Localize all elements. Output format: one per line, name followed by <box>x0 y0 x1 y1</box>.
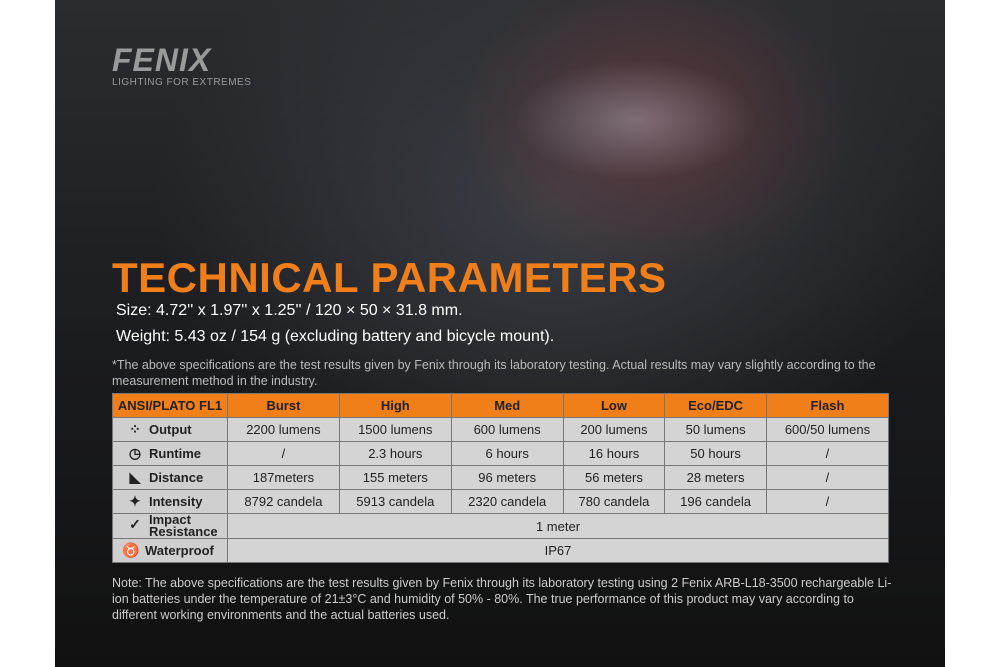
disclaimer: *The above specifications are the test r… <box>112 358 876 388</box>
weight-spec: Weight: 5.43 oz / 154 g (excluding batte… <box>116 328 555 345</box>
table-cell: 50 hours <box>664 441 767 466</box>
table-row-output: ⁘ Output 2200 lumens 1500 lumens 600 lumens 2… <box>112 417 890 442</box>
clock-icon: ◷ <box>128 445 142 461</box>
table-cell: IP67 <box>227 538 889 563</box>
table-cell: / <box>227 441 340 466</box>
table-cell: 2.3 hours <box>338 441 452 466</box>
table-cell: 96 meters <box>450 465 564 490</box>
table-row-distance: ◣ Distance 187meters 155 meters 96 meters 56 … <box>112 465 890 490</box>
table-row-runtime: ◷ Runtime/2.3 hours 6 hours 16 hours 50 hour… <box>112 441 890 466</box>
header-cell: Eco/EDC <box>664 393 767 418</box>
table-cell: 155 meters <box>338 465 452 490</box>
water-splash-icon: ♉ <box>122 542 140 558</box>
spec-table: ANSI/PLATO FL1 Burst High Med Low Eco/ED… <box>112 393 890 563</box>
table-cell: 5913 candela <box>338 489 452 514</box>
table-row-waterproof: ♉ Waterproof IP67 <box>112 538 889 563</box>
table-cell: 8792 candela <box>227 489 340 514</box>
table-cell: / <box>765 489 890 514</box>
table-cell: 600/50 lumens <box>765 417 890 442</box>
header-cell: Low <box>562 393 666 418</box>
header-cell: ANSI/PLATO FL1 <box>112 393 228 418</box>
fenix-logo: FENIX LIGHTING FOR EXTREMES <box>112 42 252 88</box>
footnote: Note: The above specifications are the t… <box>112 576 892 622</box>
header-cell: High <box>338 393 452 418</box>
table-header-row: ANSI/PLATO FL1 Burst High Med Low Eco/ED… <box>112 393 890 418</box>
intensity-star-icon: ✦ <box>129 493 141 509</box>
table-cell: 1500 lumens <box>338 417 452 442</box>
header-cell: Med <box>450 393 564 418</box>
table-cell: 780 candela <box>562 489 666 514</box>
table-row-impact: ✓ Impact Resistance 1 meter <box>112 513 889 539</box>
impact-check-icon: ✓ <box>129 516 141 533</box>
table-cell: 2200 lumens <box>227 417 340 442</box>
table-cell: 28 meters <box>664 465 767 490</box>
table-cell: 2320 candela <box>450 489 564 514</box>
table-cell: 600 lumens <box>450 417 564 442</box>
table-cell: 50 lumens <box>664 417 767 442</box>
page-title: TECHNICAL PARAMETERS <box>112 254 667 301</box>
table-cell: 6 hours <box>450 441 564 466</box>
table-cell: / <box>765 465 890 490</box>
table-cell: 200 lumens <box>562 417 666 442</box>
header-cell: Burst <box>227 393 340 418</box>
header-cell: Flash <box>765 393 890 418</box>
light-rays-icon: ⁘ <box>129 421 141 437</box>
table-cell: 187meters <box>227 465 340 490</box>
table-cell: 1 meter <box>227 513 889 539</box>
table-cell: 56 meters <box>562 465 666 490</box>
table-cell: 196 candela <box>664 489 767 514</box>
size-spec: Size: 4.72'' x 1.97'' x 1.25'' / 120 × 5… <box>116 302 463 319</box>
beam-distance-icon: ◣ <box>129 469 141 485</box>
table-cell: / <box>765 441 890 466</box>
table-cell: 16 hours <box>562 441 666 466</box>
table-row-intensity: ✦ Intensity 8792 candela 5913 candela 2320 c… <box>112 489 890 514</box>
